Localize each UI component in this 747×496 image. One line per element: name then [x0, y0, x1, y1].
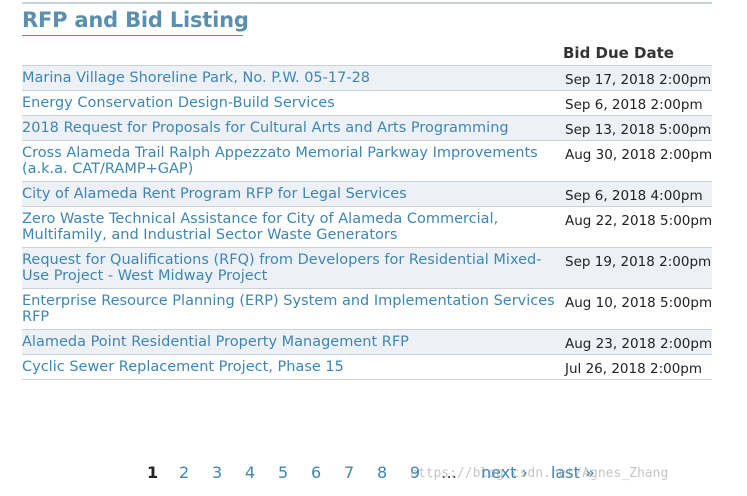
table-row: 2018 Request for Proposals for Cultural … — [22, 115, 712, 141]
bid-due-date: Sep 19, 2018 2:00pm — [565, 254, 712, 270]
bid-due-date-cell: Sep 17, 2018 2:00pm — [563, 65, 712, 91]
bid-due-date: Sep 13, 2018 5:00pm — [565, 122, 712, 138]
listing-link[interactable]: Request for Qualifications (RFQ) from De… — [22, 252, 542, 284]
bid-due-date: Sep 17, 2018 2:00pm — [565, 72, 712, 88]
listing-link[interactable]: Energy Conservation Design-Build Service… — [22, 95, 335, 111]
listing-name-cell: Request for Qualifications (RFQ) from De… — [22, 247, 563, 289]
listing-name-cell: 2018 Request for Proposals for Cultural … — [22, 115, 563, 141]
listing-name-cell: Cross Alameda Trail Ralph Appezzato Memo… — [22, 140, 563, 182]
listing-name-cell: City of Alameda Rent Program RFP for Leg… — [22, 181, 563, 207]
table-row: City of Alameda Rent Program RFP for Leg… — [22, 181, 712, 207]
table-row: Marina Village Shoreline Park, No. P.W. … — [22, 65, 712, 91]
column-header-bid-due-date: Bid Due Date — [563, 44, 674, 62]
listing-name-cell: Cyclic Sewer Replacement Project, Phase … — [22, 354, 563, 380]
bid-due-date: Aug 22, 2018 5:00pm — [565, 213, 713, 229]
page-current: 1 — [147, 463, 159, 482]
page-link-4[interactable]: 4 — [245, 463, 256, 482]
table-row: Alameda Point Residential Property Manag… — [22, 329, 713, 355]
listing-name-cell: Alameda Point Residential Property Manag… — [22, 329, 563, 355]
listing-name-cell: Energy Conservation Design-Build Service… — [22, 90, 563, 116]
table-row: Zero Waste Technical Assistance for City… — [22, 206, 713, 248]
pagination-ellipsis: … — [441, 463, 457, 482]
page-link-2[interactable]: 2 — [179, 463, 190, 482]
bid-due-date-cell: Sep 13, 2018 5:00pm — [563, 115, 712, 141]
page-link-6[interactable]: 6 — [311, 463, 322, 482]
bid-due-date: Sep 6, 2018 4:00pm — [565, 188, 703, 204]
bid-due-date-cell: Aug 22, 2018 5:00pm — [563, 206, 713, 248]
bid-due-date-cell: Jul 26, 2018 2:00pm — [563, 354, 712, 380]
rfp-table: Marina Village Shoreline Park, No. P.W. … — [22, 65, 712, 380]
pagination: 1 2 3 4 5 6 7 8 9 … next › last » — [0, 463, 747, 485]
title-underline — [22, 35, 243, 36]
last-page-link[interactable]: last » — [551, 463, 595, 482]
bid-due-date: Aug 10, 2018 5:00pm — [565, 295, 713, 311]
table-row: Energy Conservation Design-Build Service… — [22, 90, 712, 116]
bid-due-date-cell: Aug 23, 2018 2:00pm — [563, 329, 713, 355]
bid-due-date: Sep 6, 2018 2:00pm — [565, 97, 703, 113]
page-title: RFP and Bid Listing — [22, 8, 249, 32]
bid-due-date: Aug 23, 2018 2:00pm — [565, 336, 713, 352]
next-page-link[interactable]: next › — [481, 463, 528, 482]
page-link-3[interactable]: 3 — [212, 463, 223, 482]
listing-link[interactable]: 2018 Request for Proposals for Cultural … — [22, 120, 509, 136]
bid-due-date: Jul 26, 2018 2:00pm — [565, 361, 703, 377]
table-row: Cyclic Sewer Replacement Project, Phase … — [22, 354, 712, 380]
bid-due-date-cell: Sep 6, 2018 2:00pm — [563, 90, 712, 116]
listing-link[interactable]: Enterprise Resource Planning (ERP) Syste… — [22, 293, 555, 325]
listing-link[interactable]: Marina Village Shoreline Park, No. P.W. … — [22, 70, 371, 86]
table-row: Cross Alameda Trail Ralph Appezzato Memo… — [22, 140, 713, 182]
listing-name-cell: Zero Waste Technical Assistance for City… — [22, 206, 563, 248]
page-link-7[interactable]: 7 — [344, 463, 355, 482]
listing-link[interactable]: Cyclic Sewer Replacement Project, Phase … — [22, 359, 344, 375]
bid-due-date-cell: Sep 6, 2018 4:00pm — [563, 181, 712, 207]
page-link-5[interactable]: 5 — [278, 463, 289, 482]
page-link-8[interactable]: 8 — [377, 463, 388, 482]
listing-link[interactable]: Cross Alameda Trail Ralph Appezzato Memo… — [22, 145, 538, 177]
top-divider — [22, 2, 712, 4]
bid-due-date: Aug 30, 2018 2:00pm — [565, 147, 713, 163]
bid-due-date-cell: Sep 19, 2018 2:00pm — [563, 247, 712, 289]
bid-due-date-cell: Aug 10, 2018 5:00pm — [563, 288, 713, 330]
listing-name-cell: Enterprise Resource Planning (ERP) Syste… — [22, 288, 563, 330]
listing-link[interactable]: City of Alameda Rent Program RFP for Leg… — [22, 186, 407, 202]
table-row: Request for Qualifications (RFQ) from De… — [22, 247, 712, 289]
listing-link[interactable]: Alameda Point Residential Property Manag… — [22, 334, 409, 350]
listing-name-cell: Marina Village Shoreline Park, No. P.W. … — [22, 65, 563, 91]
listing-link[interactable]: Zero Waste Technical Assistance for City… — [22, 211, 499, 243]
table-row: Enterprise Resource Planning (ERP) Syste… — [22, 288, 713, 330]
page-link-9[interactable]: 9 — [410, 463, 421, 482]
watermark: https://blog.csdn.net/Agnes_Zhang — [410, 466, 669, 481]
bid-due-date-cell: Aug 30, 2018 2:00pm — [563, 140, 713, 182]
